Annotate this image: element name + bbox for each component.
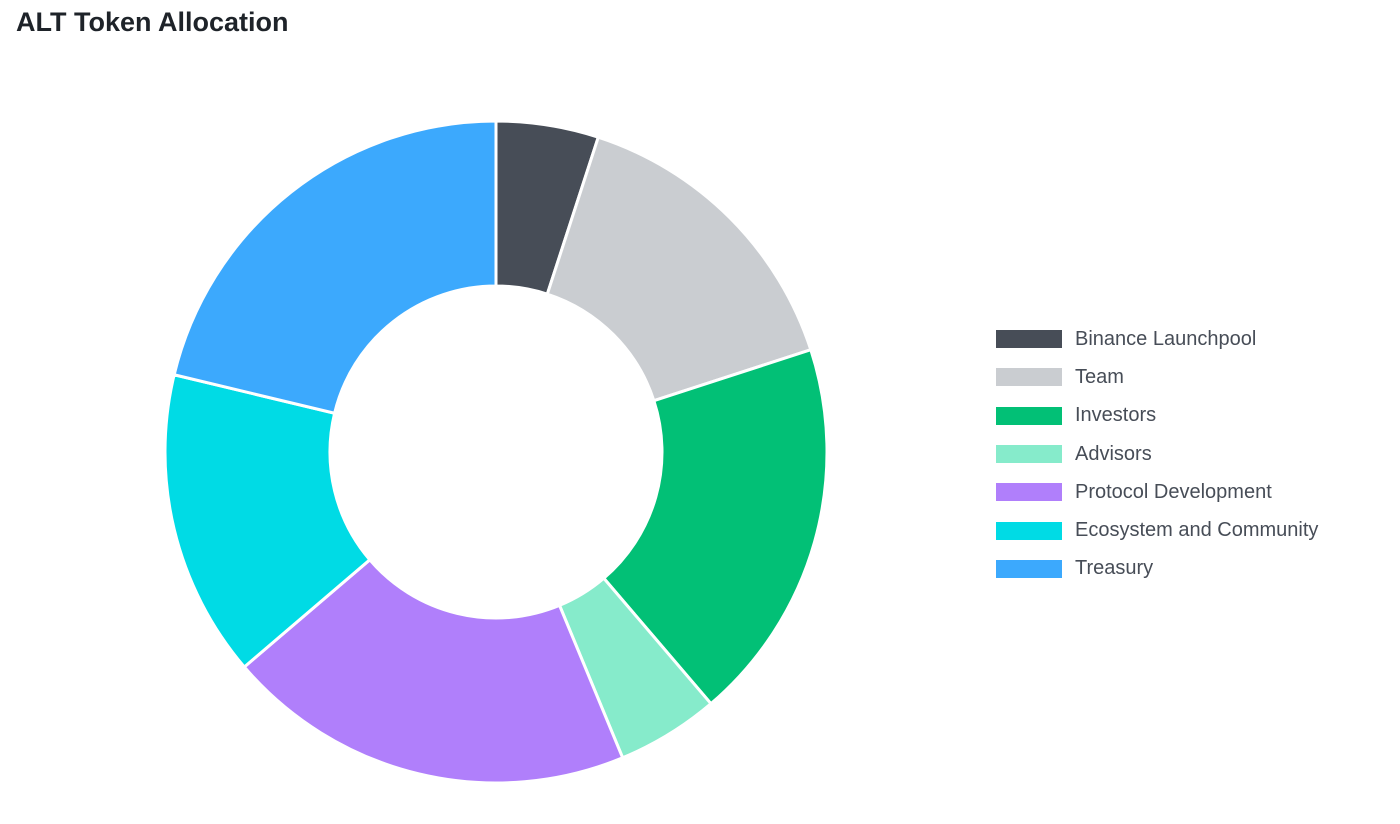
legend-label: Ecosystem and Community — [1075, 519, 1319, 542]
chart-title: ALT Token Allocation — [16, 7, 289, 37]
chart-legend: Binance Launchpool Team Investors Advisors P… — [996, 320, 1318, 588]
slice-team[interactable] — [545, 135, 813, 403]
legend-swatch — [996, 406, 1062, 425]
legend-label: Team — [1075, 365, 1124, 388]
legend-swatch — [996, 559, 1062, 578]
legend-item-investors[interactable]: Investors — [996, 397, 1318, 435]
slice-investors[interactable] — [601, 347, 829, 706]
legend-label: Binance Launchpool — [1075, 327, 1257, 350]
legend-label: Advisors — [1075, 442, 1152, 465]
legend-swatch — [996, 368, 1062, 387]
legend-item-ecosystem-and-community[interactable]: Ecosystem and Community — [996, 511, 1318, 549]
slice-treasury[interactable] — [172, 119, 498, 416]
legend-label: Protocol Development — [1075, 480, 1272, 503]
slice-protocol-development[interactable] — [242, 557, 625, 785]
legend-label: Investors — [1075, 404, 1157, 427]
legend-item-protocol-development[interactable]: Protocol Development — [996, 473, 1318, 511]
legend-item-advisors[interactable]: Advisors — [996, 435, 1318, 473]
legend-swatch — [996, 445, 1062, 464]
legend-swatch — [996, 521, 1062, 540]
legend-swatch — [996, 483, 1062, 502]
legend-swatch — [996, 330, 1062, 349]
slice-ecosystem-and-community[interactable] — [163, 372, 372, 670]
legend-label: Treasury — [1075, 557, 1154, 580]
legend-item-treasury[interactable]: Treasury — [996, 550, 1318, 588]
legend-item-team[interactable]: Team — [996, 358, 1318, 396]
legend-item-binance-launchpool[interactable]: Binance Launchpool — [996, 320, 1318, 358]
